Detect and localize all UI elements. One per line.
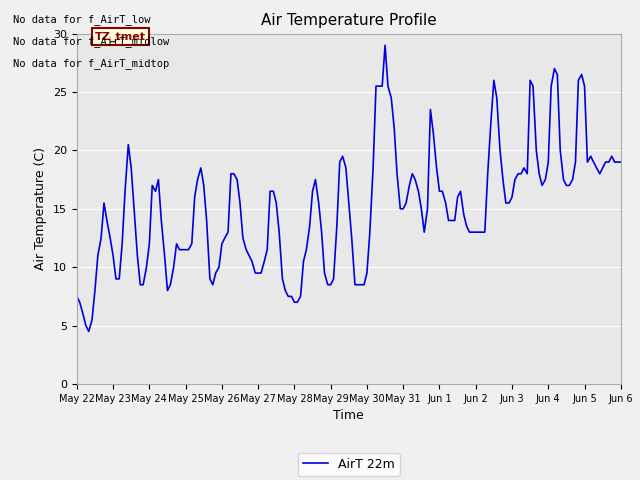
AirT 22m — [227, 171, 235, 177]
AirT 22m — [157, 217, 165, 223]
Text: TZ_tmet: TZ_tmet — [95, 31, 146, 42]
AirT 22m — [339, 154, 346, 159]
AirT 22m — [121, 188, 129, 194]
AirT 22m — [336, 159, 344, 165]
AirT 22m — [617, 159, 625, 165]
Line: AirT 22m: AirT 22m — [77, 45, 621, 331]
AirT 22m — [73, 293, 81, 300]
Text: No data for f_AirT_midlow: No data for f_AirT_midlow — [13, 36, 169, 47]
AirT 22m — [381, 42, 389, 48]
Legend: AirT 22m: AirT 22m — [298, 453, 399, 476]
AirT 22m — [85, 328, 93, 334]
Text: No data for f_AirT_low: No data for f_AirT_low — [13, 14, 150, 25]
Text: No data for f_AirT_midtop: No data for f_AirT_midtop — [13, 58, 169, 69]
AirT 22m — [529, 84, 537, 89]
Y-axis label: Air Temperature (C): Air Temperature (C) — [35, 147, 47, 270]
X-axis label: Time: Time — [333, 409, 364, 422]
Title: Air Temperature Profile: Air Temperature Profile — [261, 13, 436, 28]
